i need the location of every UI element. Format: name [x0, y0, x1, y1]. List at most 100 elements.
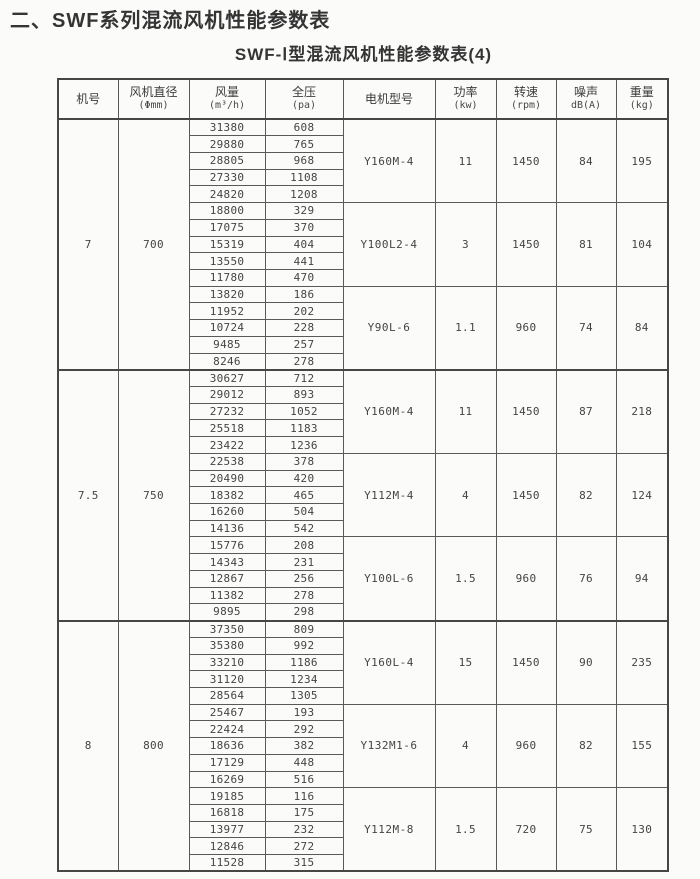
- cell-weight: 130: [615, 787, 669, 872]
- cell-flow: 28805: [188, 151, 266, 170]
- cell-flow: 25518: [188, 419, 266, 438]
- col-header-label: 噪声: [573, 85, 598, 100]
- cell-flow: 18800: [188, 202, 266, 220]
- cell-motor: Y160L-4: [342, 619, 436, 705]
- cell-power: 11: [434, 118, 497, 204]
- table-body: 7 700 31380 608 Y160M-4 11 1450 84 195 29880 765 28…: [57, 118, 669, 872]
- table-row: 27330 1108: [58, 168, 668, 187]
- cell-pressure: 1052: [264, 402, 344, 421]
- table-row: 14343 231: [58, 553, 668, 571]
- cell-flow: 15319: [188, 235, 266, 254]
- cell-power: 1.1: [434, 285, 497, 371]
- table-row: 18636 382: [58, 737, 668, 755]
- cell-pressure: 1305: [264, 686, 344, 705]
- cell-pressure: 315: [264, 854, 344, 872]
- cell-flow: 16269: [188, 770, 266, 789]
- cell-pressure: 193: [264, 703, 344, 722]
- col-header-label: 风机直径: [129, 85, 178, 100]
- cell-pressure: 116: [264, 787, 344, 805]
- table-row: 13820 186 Y90L-6 1.1 960 74 84: [58, 285, 669, 371]
- col-header-label: 机号: [76, 91, 101, 106]
- col-header-label: 全压: [291, 85, 316, 100]
- cell-power: 15: [434, 619, 497, 705]
- cell-pressure: 809: [264, 619, 344, 638]
- table-row: 9895 298: [58, 603, 668, 622]
- table-row: 22424 292: [58, 720, 668, 739]
- cell-flow: 31120: [188, 670, 266, 688]
- cell-noise: 74: [555, 285, 617, 371]
- cell-noise: 84: [555, 118, 617, 204]
- cell-flow: 10724: [188, 319, 266, 337]
- cell-pressure: 329: [264, 202, 344, 220]
- table-title: SWF-Ⅰ型混流风机性能参数表(4): [234, 45, 493, 64]
- cell-flow: 13977: [188, 820, 266, 839]
- table-row: 10724 228: [58, 319, 668, 337]
- cell-flow: 16260: [188, 503, 266, 521]
- col-header-speed: 转速 (rpm): [495, 78, 557, 120]
- cell-pressure: 542: [264, 519, 344, 538]
- cell-flow: 24820: [188, 185, 266, 204]
- cell-flow: 25467: [188, 703, 266, 722]
- cell-pressure: 712: [264, 368, 344, 387]
- cell-flow: 35380: [188, 636, 266, 655]
- cell-flow: 33210: [188, 653, 266, 672]
- cell-flow: 20490: [188, 469, 266, 488]
- page-title: 二、SWF系列混流风机性能参数表: [10, 10, 331, 32]
- cell-flow: 17075: [188, 218, 266, 237]
- cell-weight: 218: [615, 368, 669, 454]
- col-header-noise: 噪声 dB(A): [555, 78, 617, 120]
- cell-pressure: 470: [264, 268, 344, 287]
- col-header-label: 功率: [453, 85, 478, 100]
- cell-flow: 11528: [188, 854, 266, 872]
- cell-flow: 9485: [188, 335, 266, 354]
- cell-pressure: 208: [264, 536, 344, 555]
- cell-flow: 16818: [188, 803, 266, 822]
- cell-pressure: 202: [264, 302, 344, 321]
- cell-flow: 13820: [188, 285, 266, 304]
- cell-pressure: 228: [264, 319, 344, 337]
- table-header: 机号 风机直径 (Φmm) 风量 (m³/h) 全压 (pa) 电机型号 功率 (kw) 转速 (rp…: [57, 78, 669, 120]
- cell-flow: 22424: [188, 720, 266, 739]
- cell-flow: 30627: [188, 368, 266, 387]
- cell-noise: 82: [555, 703, 617, 789]
- table-row: 14136 542: [58, 519, 668, 538]
- cell-flow: 9895: [188, 603, 266, 622]
- cell-speed: 1450: [495, 368, 557, 454]
- cell-flow: 11382: [188, 586, 266, 605]
- cell-power: 1.5: [434, 787, 497, 872]
- table-row: 16818 175: [58, 803, 668, 822]
- cell-pressure: 1186: [264, 653, 344, 672]
- cell-pressure: 186: [264, 285, 344, 304]
- table-row: 18382 465: [58, 486, 668, 505]
- cell-flow: 11780: [188, 268, 266, 287]
- cell-pressure: 504: [264, 503, 344, 521]
- table-row: 33210 1186: [58, 653, 668, 672]
- cell-flow: 27330: [188, 168, 266, 187]
- table-row: 9485 257: [58, 335, 668, 354]
- cell-weight: 235: [615, 619, 669, 705]
- cell-flow: 15776: [188, 536, 266, 555]
- table-row: 18800 329 Y100L2-4 3 1450 81 104: [58, 202, 669, 287]
- cell-flow: 11952: [188, 302, 266, 321]
- cell-pressure: 272: [264, 837, 344, 856]
- col-header-unit: (m³/h): [208, 100, 246, 112]
- cell-pressure: 256: [264, 569, 344, 588]
- cell-flow: 14343: [188, 553, 266, 571]
- col-header-power: 功率 (kw): [434, 78, 497, 120]
- col-header-label: 重量: [629, 85, 654, 100]
- col-header-weight: 重量 (kg): [615, 78, 669, 120]
- cell-flow: 22538: [188, 452, 266, 471]
- cell-speed: 1450: [495, 202, 557, 287]
- cell-motor: Y160M-4: [342, 368, 436, 454]
- col-header-unit: (rpm): [510, 100, 542, 112]
- table-row: 15319 404: [58, 235, 668, 254]
- cell-flow: 12867: [188, 569, 266, 588]
- cell-pressure: 448: [264, 753, 344, 772]
- cell-size: 7.5: [57, 368, 119, 622]
- cell-pressure: 1234: [264, 670, 344, 688]
- cell-weight: 94: [615, 536, 669, 622]
- cell-pressure: 1183: [264, 419, 344, 438]
- col-header-diameter: 风机直径 (Φmm): [117, 78, 190, 120]
- cell-flow: 29880: [188, 135, 266, 153]
